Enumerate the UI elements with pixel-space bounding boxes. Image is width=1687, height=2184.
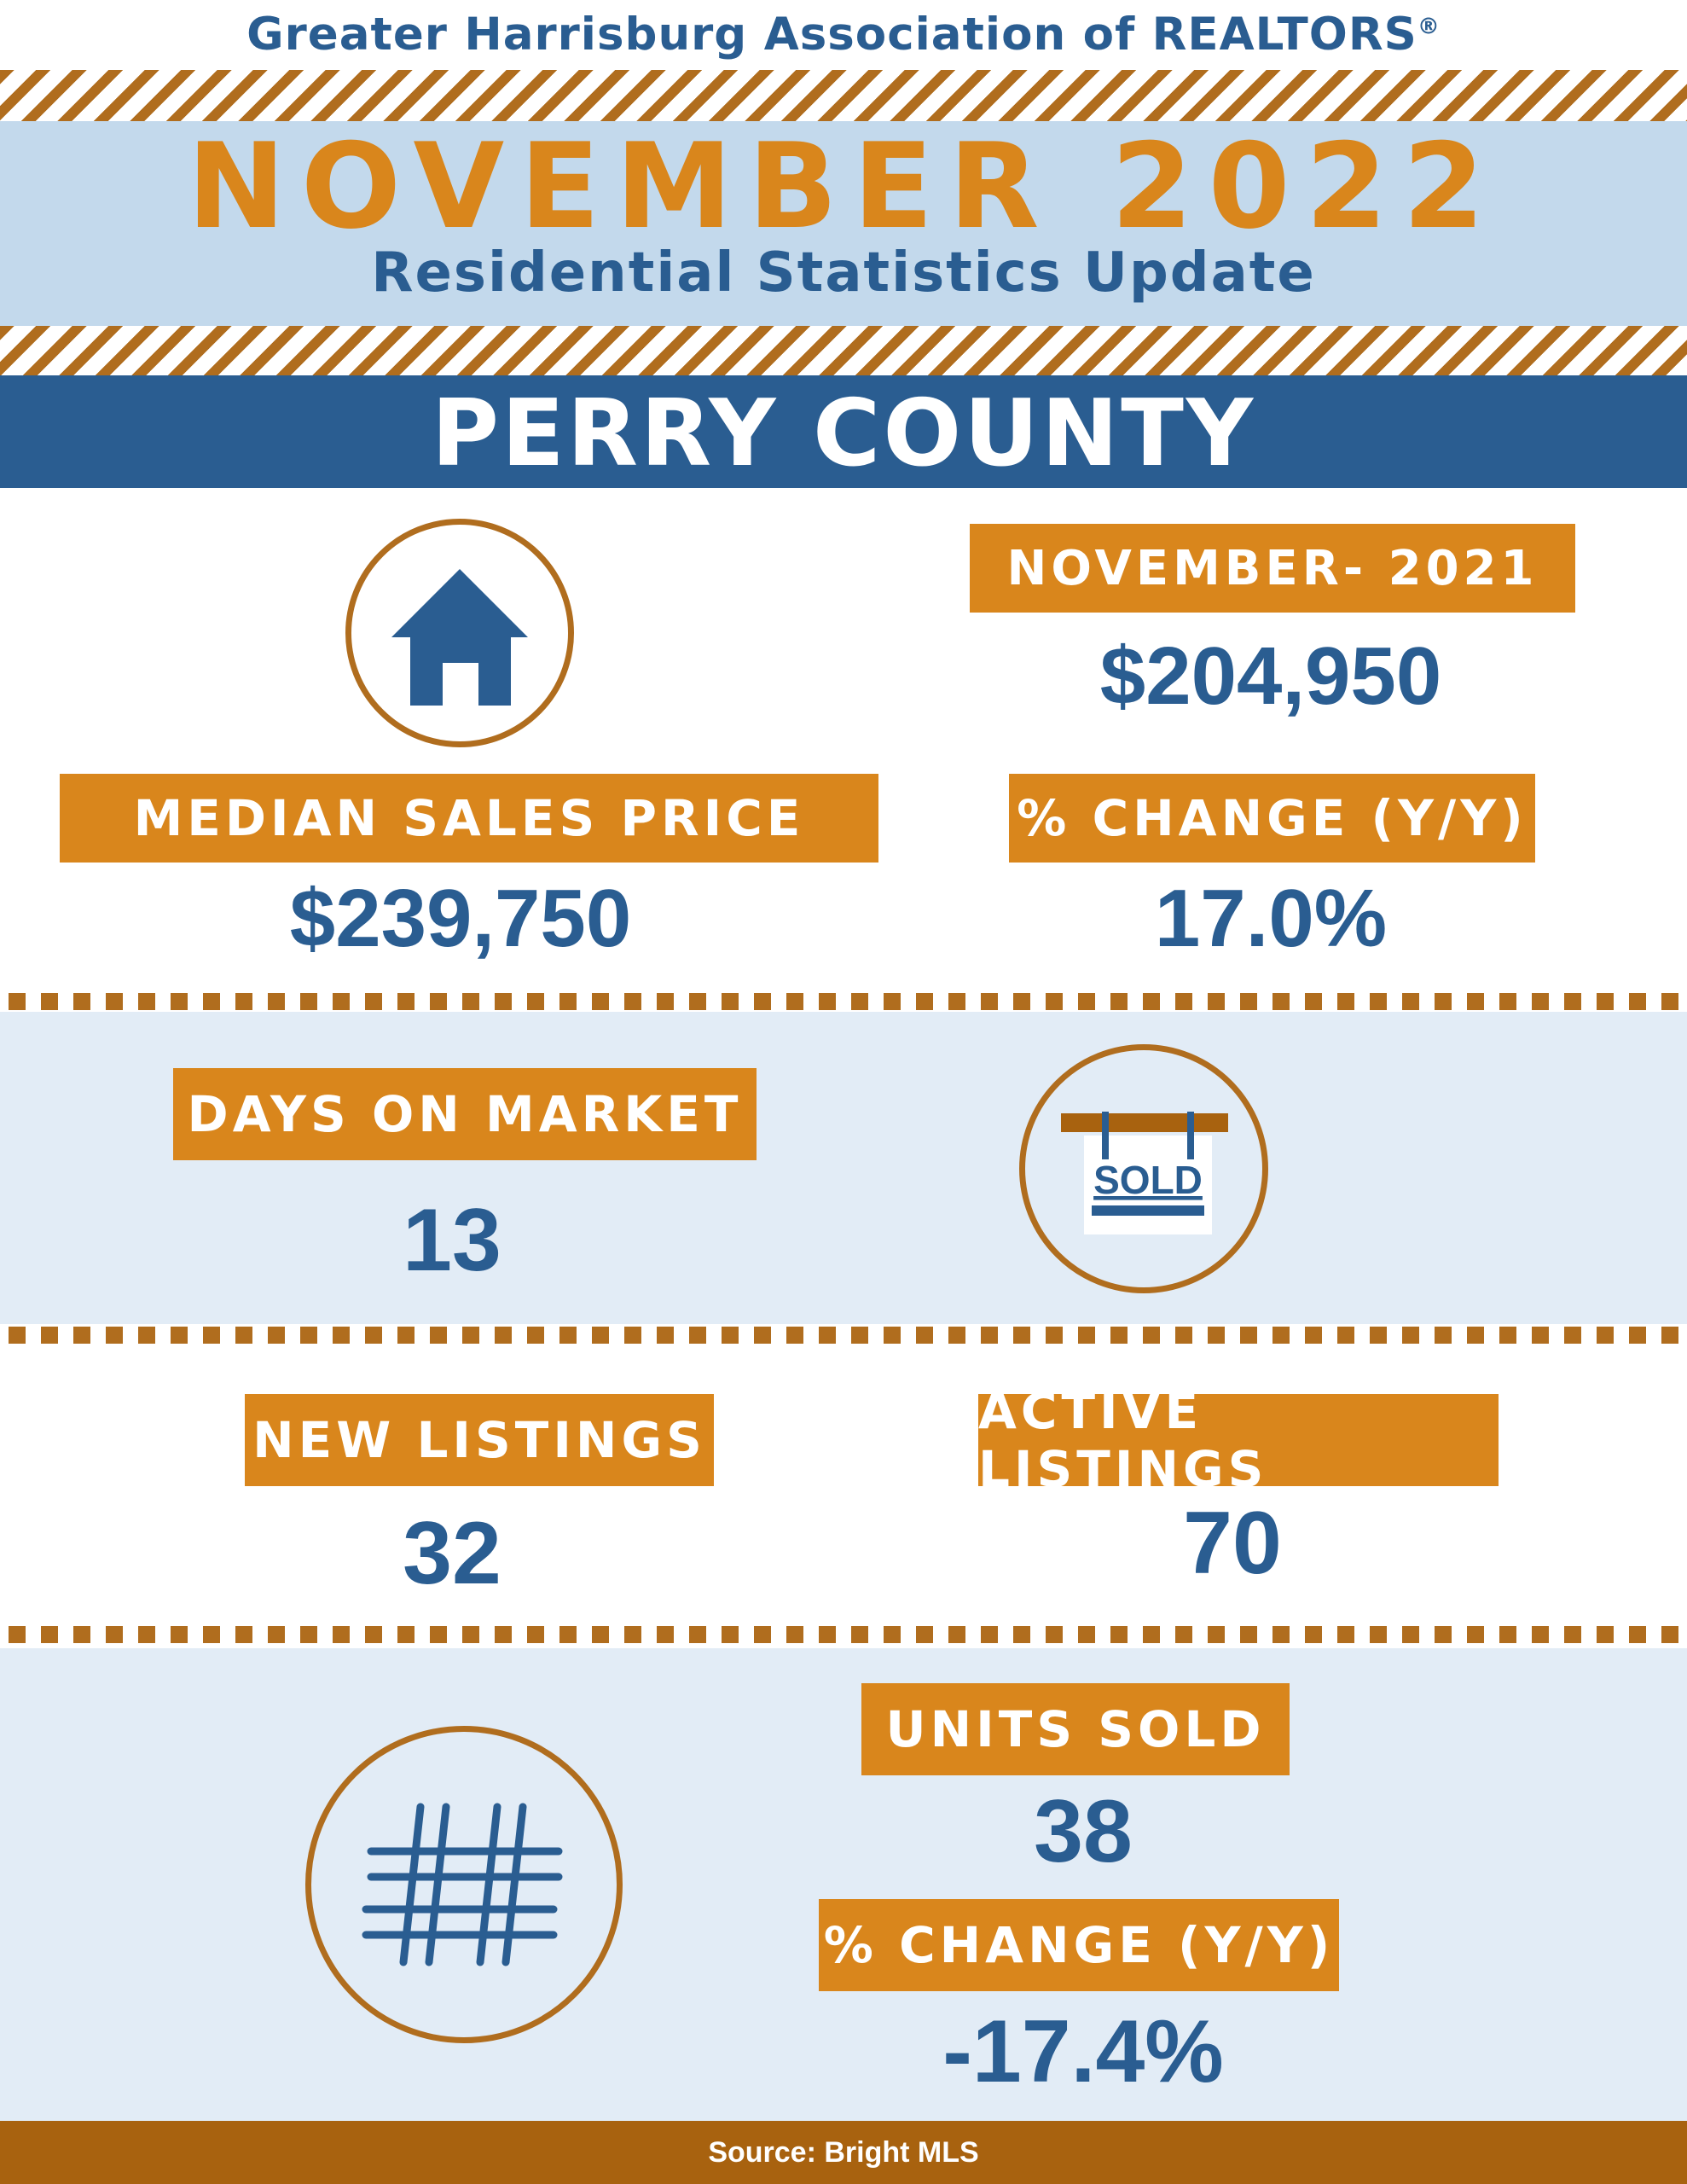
hashtag-icon: [362, 1803, 563, 1966]
registered-mark: ®: [1417, 14, 1441, 40]
report-subtitle: Residential Statistics Update: [371, 241, 1316, 305]
new-listings-label: NEW LISTINGS: [245, 1394, 714, 1486]
median-sales-price-value: $239,750: [289, 873, 632, 964]
sold-sign-icon: SOLD: [1061, 1112, 1228, 1234]
prior-year-label: NOVEMBER- 2021: [970, 524, 1575, 613]
hashtag-icon-circle: [305, 1726, 623, 2043]
bottom-stripe-divider: [0, 326, 1687, 379]
county-band: [0, 375, 1687, 488]
units-sold-value: 38: [1034, 1782, 1133, 1881]
median-sales-price-label: MEDIAN SALES PRICE: [60, 774, 878, 863]
sold-sign-text: SOLD: [1093, 1158, 1203, 1202]
report-month: NOVEMBER 2022: [187, 118, 1500, 255]
sold-sign-circle: SOLD: [1019, 1044, 1268, 1293]
price-change-value: 17.0%: [1154, 873, 1388, 964]
units-sold-label: UNITS SOLD: [861, 1683, 1290, 1775]
footer-bar: Source: Bright MLS: [0, 2121, 1687, 2184]
days-on-market-band: [0, 1012, 1687, 1324]
new-listings-value: 32: [403, 1504, 501, 1603]
price-change-label: % CHANGE (Y/Y): [1009, 774, 1535, 863]
days-on-market-value: 13: [403, 1191, 501, 1290]
section-divider: [9, 1327, 1680, 1344]
county-name: PERRY COUNTY: [431, 380, 1256, 487]
units-change-label: % CHANGE (Y/Y): [819, 1899, 1339, 1991]
section-divider: [9, 1626, 1680, 1643]
prior-year-value: $204,950: [1099, 630, 1442, 722]
house-icon: [391, 569, 528, 706]
top-stripe-divider: [0, 70, 1687, 123]
days-on-market-label: DAYS ON MARKET: [173, 1068, 757, 1160]
active-listings-label: ACTIVE LISTINGS: [978, 1382, 1499, 1498]
organization-title: Greater Harrisburg Association of REALTO…: [0, 9, 1687, 61]
source-text: Source: Bright MLS: [708, 2135, 979, 2169]
units-change-value: -17.4%: [942, 2002, 1224, 2101]
hero-band: [0, 121, 1687, 326]
house-icon-circle: [345, 519, 574, 747]
units-sold-band: [0, 1648, 1687, 2121]
active-listings-value: 70: [1183, 1494, 1282, 1593]
organization-name: Greater Harrisburg Association of REALTO…: [246, 9, 1417, 61]
section-divider: [9, 993, 1680, 1010]
